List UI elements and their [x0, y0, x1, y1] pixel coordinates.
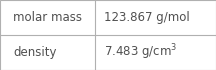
Text: molar mass: molar mass: [13, 11, 82, 24]
Text: 7.483 g/cm$^3$: 7.483 g/cm$^3$: [104, 43, 177, 62]
Text: density: density: [13, 46, 56, 59]
Text: 123.867 g/mol: 123.867 g/mol: [104, 11, 189, 24]
